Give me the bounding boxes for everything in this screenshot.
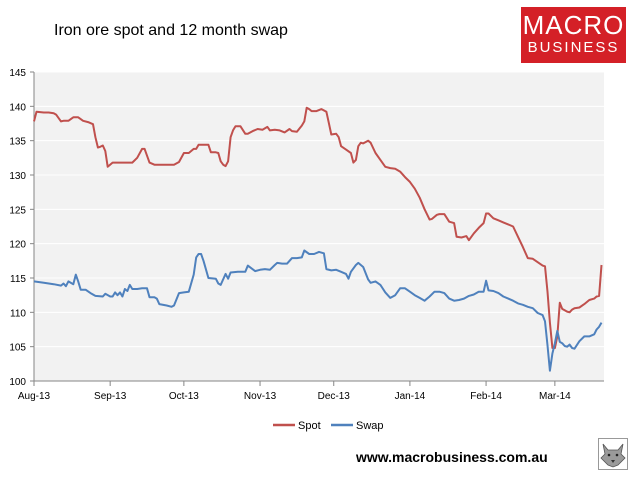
logo-line-1: MACRO xyxy=(522,10,625,40)
x-tick-label: Oct-13 xyxy=(169,391,199,402)
logo-line-2: BUSINESS xyxy=(527,39,620,56)
macrobusiness-logo: MACRO BUSINESS xyxy=(521,7,626,63)
series-lines xyxy=(33,106,603,372)
y-tick-label: 135 xyxy=(9,137,26,148)
y-tick-label: 120 xyxy=(9,240,26,251)
y-tick-label: 125 xyxy=(9,205,26,216)
gridlines xyxy=(34,71,604,348)
y-tick-label: 140 xyxy=(9,102,26,113)
wolf-head-icon xyxy=(598,438,628,470)
series-line-swap xyxy=(33,249,603,372)
x-tick-label: Sep-13 xyxy=(94,391,127,402)
x-tick-label: Nov-13 xyxy=(244,391,277,402)
x-tick-label: Mar-14 xyxy=(539,391,571,402)
y-tick-label: 110 xyxy=(10,308,26,319)
y-axis-ticks: 100 105 110 115 120 125 130 135 140 145 xyxy=(9,68,34,388)
y-tick-label: 105 xyxy=(9,343,26,354)
legend: Spot Swap xyxy=(273,420,384,432)
y-tick-label: 115 xyxy=(10,274,26,285)
legend-label-spot: Spot xyxy=(298,420,321,432)
chart-title: Iron ore spot and 12 month swap xyxy=(54,22,288,39)
x-tick-label: Feb-14 xyxy=(470,391,502,402)
x-tick-label: Jan-14 xyxy=(395,391,426,402)
plot-area xyxy=(34,72,604,381)
website-url: www.macrobusiness.com.au xyxy=(356,449,548,465)
legend-label-swap: Swap xyxy=(356,420,384,432)
x-tick-label: Dec-13 xyxy=(318,391,351,402)
series-line-spot xyxy=(33,106,603,349)
y-tick-label: 100 xyxy=(9,377,26,388)
y-tick-label: 130 xyxy=(9,171,26,182)
x-tick-label: Aug-13 xyxy=(18,391,51,402)
y-tick-label: 145 xyxy=(9,68,26,79)
x-axis-ticks: Aug-13 Sep-13 Oct-13 Nov-13 Dec-13 Jan-14 Feb-… xyxy=(18,381,571,402)
